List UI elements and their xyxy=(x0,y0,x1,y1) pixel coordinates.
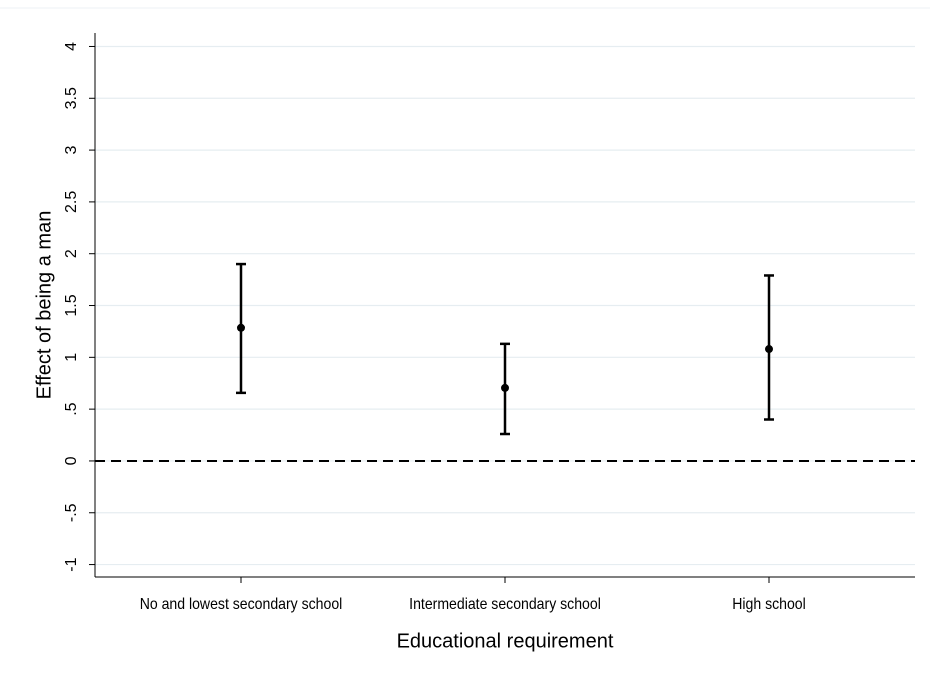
y-tick-label: 3.5 xyxy=(63,87,80,109)
y-tick-label: -1 xyxy=(63,557,80,571)
y-tick-label: 3 xyxy=(63,146,80,155)
point-estimate xyxy=(236,323,245,332)
y-tick-label: 2.5 xyxy=(63,191,80,213)
x-axis-title: Educational requirement xyxy=(397,630,614,652)
y-tick-label: 1 xyxy=(63,353,80,362)
y-tick-label: -.5 xyxy=(63,503,80,522)
y-tick-label: 1.5 xyxy=(63,294,80,316)
point-estimate xyxy=(765,345,774,354)
y-tick-label: 0 xyxy=(63,456,80,465)
x-tick-label: Intermediate secondary school xyxy=(409,595,601,613)
y-tick-label: 4 xyxy=(63,42,80,51)
x-tick-label: High school xyxy=(732,595,806,613)
y-tick-label: .5 xyxy=(63,402,80,415)
y-tick-label: 2 xyxy=(63,249,80,258)
x-tick-label: No and lowest secondary school xyxy=(140,595,343,613)
y-axis-title: Effect of being a man xyxy=(33,211,55,400)
point-estimate xyxy=(501,383,509,392)
